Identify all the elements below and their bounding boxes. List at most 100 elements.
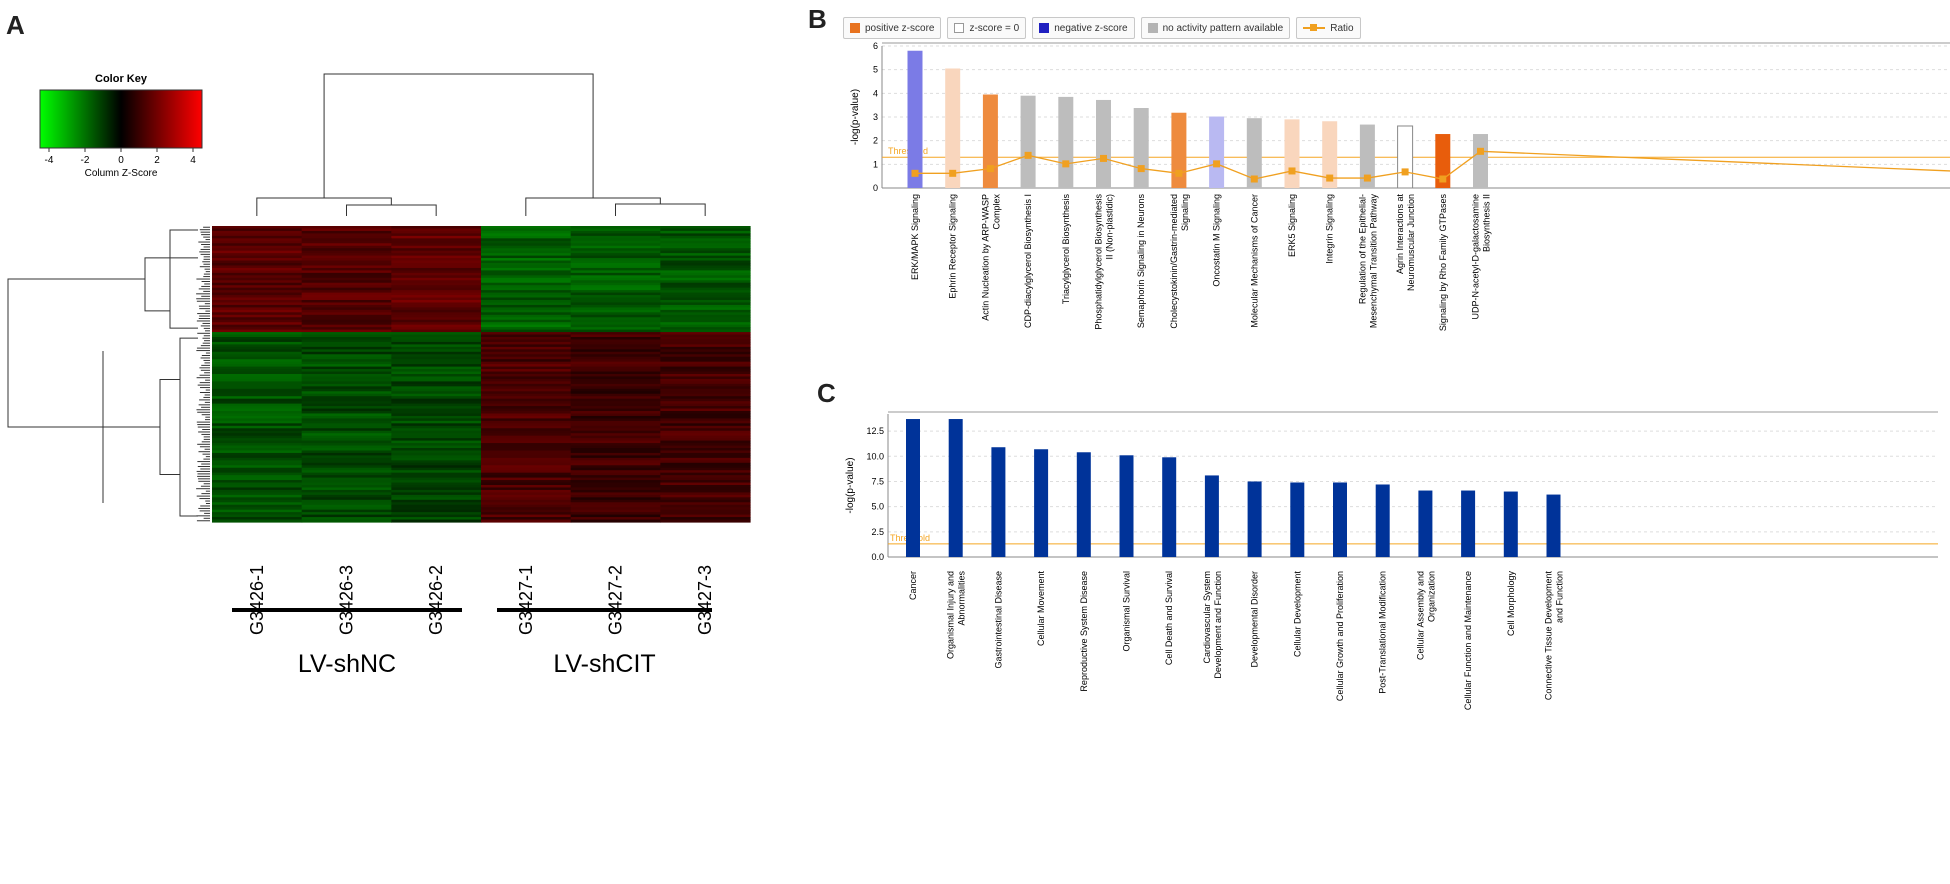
heatmap-cell [481,359,572,363]
heatmap-cell [660,267,751,271]
heatmap-cell [212,334,303,338]
heatmap-cell [301,263,392,267]
heatmap-cell [391,411,482,415]
heatmap-cell [391,344,482,348]
pathway-bar [1473,134,1488,188]
heatmap-cell [660,312,751,316]
ratio-point [1024,151,1032,159]
category-bar [1247,481,1262,557]
heatmap-cell [481,502,572,506]
heatmap-cell [212,374,303,378]
color-key-tick-label: 0 [118,155,124,166]
heatmap-cell [570,302,661,306]
heatmap-cell [481,329,572,333]
heatmap-cell [301,497,392,501]
heatmap-cell [391,450,482,454]
category-label-line: Phosphatidylglycerol Biosynthesis [1094,194,1104,330]
heatmap-cell [481,487,572,491]
category-bar [1546,494,1561,557]
column-label: G3427-3 [695,565,715,635]
heatmap-cell [301,485,392,489]
heatmap-cell [481,450,572,454]
legend-swatch-positive [850,23,860,33]
heatmap-cell [212,465,303,469]
heatmap-cell [212,277,303,281]
heatmap-cell [570,329,661,333]
heatmap-cell [212,295,303,299]
heatmap-cell [660,452,751,456]
heatmap-cell [660,465,751,469]
heatmap-cell [212,470,303,474]
heatmap-cell [570,448,661,452]
heatmap-cell [212,260,303,264]
heatmap-cell [660,339,751,343]
heatmap-cell [212,467,303,471]
heatmap-cell [660,341,751,345]
heatmap-cell [481,341,572,345]
heatmap-cell [212,309,303,313]
heatmap-cell [570,260,661,264]
category-label: Cellular Function and Maintenance [1463,571,1473,710]
heatmap-cell [660,361,751,365]
heatmap-cell [212,346,303,350]
heatmap-cell [301,332,392,336]
heatmap-cell [481,494,572,498]
heatmap-cell [570,418,661,422]
heatmap-cell [660,420,751,424]
heatmap-cell [301,517,392,521]
category-label-line: Mesenchymal Transition Pathway [1368,194,1378,329]
heatmap-cell [660,233,751,237]
heatmap-cell [660,275,751,279]
heatmap-cell [301,433,392,437]
heatmap-cell [301,337,392,341]
pathway-bar [945,68,961,188]
heatmap-cell [391,477,482,481]
heatmap-cell [212,509,303,513]
y-tick-label: 4 [873,88,878,98]
heatmap-cell [212,448,303,452]
heatmap-cell [570,396,661,400]
heatmap-cell [212,378,303,382]
heatmap-cell [212,430,303,434]
heatmap-cell [212,401,303,405]
category-bar [1076,452,1091,557]
ratio-point [949,169,957,177]
y-tick-label: 10.0 [866,451,884,461]
heatmap-cell [481,504,572,508]
category-label-line: Triacylglycerol Biosynthesis [1061,194,1071,305]
dendrogram-link [144,257,198,312]
legend-negative-zscore: negative z-score [1032,17,1135,39]
heatmap-cell [481,282,572,286]
heatmap-cell [301,250,392,254]
heatmap-cell [212,253,303,257]
legend-swatch-zero [954,23,965,33]
heatmap-cell [660,494,751,498]
heatmap-cell [570,494,661,498]
heatmap-cell [570,351,661,355]
heatmap-cell [570,356,661,360]
heatmap-cell [660,475,751,479]
heatmap-cell [481,322,572,326]
heatmap-cell [570,341,661,345]
heatmap-cell [660,238,751,242]
heatmap-cell [391,435,482,439]
category-label-line: Gastrointestinal Disease [993,571,1003,669]
pathway-bar [1397,125,1414,189]
heatmap-cell [391,339,482,343]
heatmap-cell [570,450,661,454]
category-label: Cholecystokinin/Gastrin-mediatedSignalin… [1169,194,1190,329]
heatmap-cell [301,341,392,345]
heatmap-cell [481,366,572,370]
panel-label-b: B [808,4,827,34]
heatmap-cell [212,307,303,311]
heatmap-cell [570,233,661,237]
heatmap-cell [212,304,303,308]
heatmap-cell [660,295,751,299]
heatmap-cell [570,403,661,407]
heatmap-cell [570,245,661,249]
heatmap-cell [301,339,392,343]
heatmap-cell [481,297,572,301]
heatmap-cell [570,349,661,353]
heatmap-cell [391,238,482,242]
heatmap-cell [481,460,572,464]
